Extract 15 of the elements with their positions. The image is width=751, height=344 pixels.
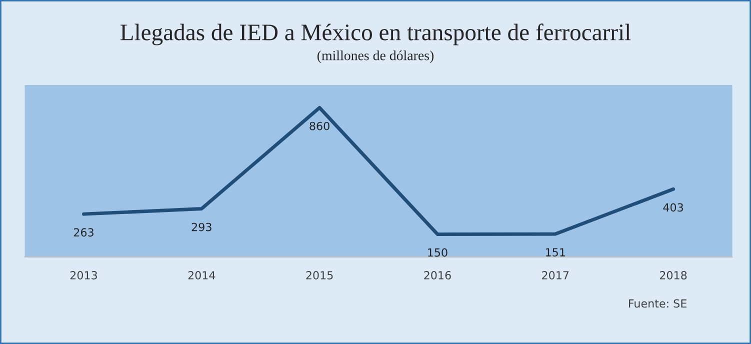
x-tick-label: 2018: [660, 271, 687, 280]
data-label: 860: [310, 122, 330, 130]
x-tick-label: 2013: [70, 271, 97, 280]
x-tick-label: 2016: [424, 271, 451, 280]
chart-title: Llegadas de IED a México en transporte de ferrocarril: [120, 24, 631, 46]
data-label: 293: [192, 222, 212, 232]
data-label: 263: [74, 228, 94, 237]
x-tick-label: 2017: [542, 271, 569, 280]
x-tick-label: 2015: [306, 271, 333, 280]
data-label: 150: [428, 248, 448, 257]
source-note: Fuente: SE: [629, 299, 686, 308]
chart-subtitle: (millones de dólares): [317, 50, 434, 64]
x-tick-label: 2014: [188, 271, 216, 280]
data-label: 151: [546, 248, 565, 257]
data-label: 403: [663, 203, 683, 212]
